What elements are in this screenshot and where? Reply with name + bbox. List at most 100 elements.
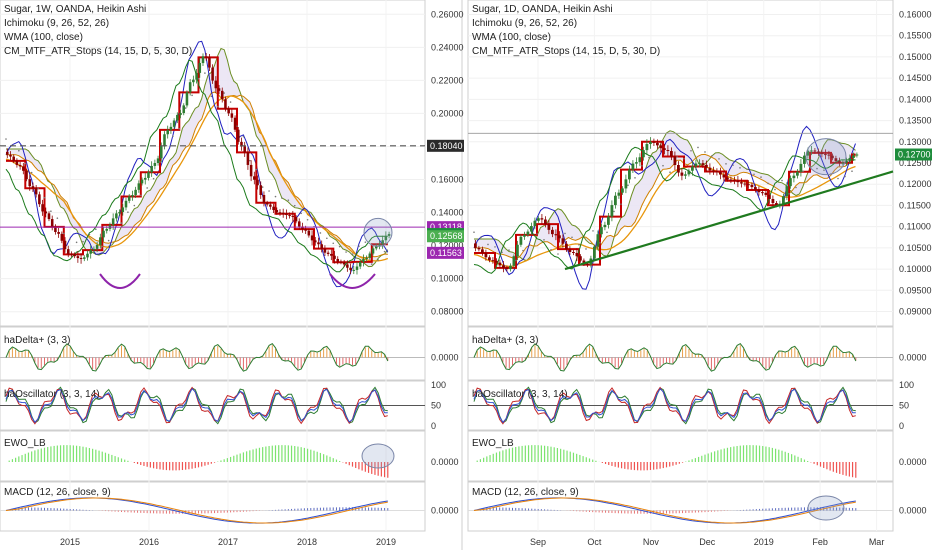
right-price-tick: 0.15000 bbox=[899, 52, 932, 62]
right-candle-body bbox=[523, 234, 526, 237]
left-price-tick: 0.16000 bbox=[431, 175, 464, 185]
right-atr-stop-dot bbox=[851, 170, 853, 172]
right-candle-body bbox=[838, 161, 841, 163]
right-candle-body bbox=[603, 224, 607, 228]
right-atr-stop-dot bbox=[732, 164, 734, 166]
left-candle-body bbox=[269, 204, 272, 207]
left-atr-stop-dot bbox=[69, 237, 71, 240]
left-candle-body bbox=[352, 269, 356, 271]
left-candle-body bbox=[73, 254, 76, 257]
left-atr-stop-dot bbox=[364, 241, 367, 243]
left-candle-body bbox=[118, 212, 121, 214]
right-atr-stop-dot bbox=[578, 244, 580, 246]
left-atr-stop-dot bbox=[120, 222, 123, 224]
left-price-tick: 0.24000 bbox=[431, 42, 464, 52]
right-candle-body bbox=[547, 224, 551, 230]
left-senkou-b-line bbox=[6, 91, 388, 259]
left-atr-stop-dot bbox=[383, 250, 386, 253]
right-atr-stop-dot bbox=[501, 251, 503, 254]
left-atr-stop-dot bbox=[268, 190, 270, 192]
right-candle-body bbox=[561, 238, 565, 244]
left-candle-body bbox=[262, 194, 266, 203]
right-candle-body bbox=[568, 249, 572, 252]
right-candle-body bbox=[512, 256, 516, 266]
left-pane-hadelta bbox=[0, 326, 426, 381]
right-candle-body bbox=[761, 192, 764, 194]
left-candle-body bbox=[378, 244, 381, 246]
left-haosc-tick: 100 bbox=[431, 380, 446, 390]
right-pane-macd bbox=[467, 481, 894, 532]
left-candle-body bbox=[131, 195, 134, 197]
left-candle-body bbox=[310, 235, 314, 241]
left-atr-stop-dot bbox=[127, 211, 129, 213]
right-atr-stop-dot bbox=[571, 236, 573, 239]
left-atr-stop-dot bbox=[370, 263, 373, 265]
right-price-tick: 0.12000 bbox=[899, 179, 932, 189]
left-candle-body bbox=[153, 163, 157, 166]
left-atr-stop-dot bbox=[24, 162, 27, 165]
right-candle-body bbox=[666, 150, 670, 152]
right-candle-body bbox=[614, 195, 617, 206]
left-candle-body bbox=[275, 209, 279, 213]
left-candle-body bbox=[304, 229, 307, 231]
right-candle-body bbox=[642, 150, 645, 158]
left-x-tick-label: 2017 bbox=[218, 537, 238, 547]
left-price-tag-label: 0.11563 bbox=[430, 248, 462, 258]
right-candle-body bbox=[495, 260, 498, 263]
right-candle-body bbox=[677, 165, 680, 173]
left-pane-main bbox=[0, 0, 426, 327]
left-macd-line bbox=[5, 497, 388, 524]
right-candle-body bbox=[621, 188, 624, 193]
left-candle-body bbox=[243, 146, 246, 153]
left-x-tick-label: 2018 bbox=[297, 537, 317, 547]
left-atr-stop-dot bbox=[293, 204, 296, 207]
left-hadelta-tick: 0.0000 bbox=[431, 353, 459, 363]
right-atr-stop-dot bbox=[725, 163, 727, 165]
left-candle-body bbox=[204, 56, 208, 58]
left-candle-body bbox=[214, 80, 218, 89]
left-candle-body bbox=[54, 226, 57, 232]
left-candle-body bbox=[265, 202, 269, 205]
right-hadelta-tick: 0.0000 bbox=[899, 353, 927, 363]
right-candle-body bbox=[533, 220, 537, 227]
right-haosc-line-3 bbox=[473, 388, 856, 424]
right-atr-stop-dot bbox=[655, 160, 657, 162]
right-candle-body bbox=[652, 141, 656, 143]
right-candle-body bbox=[491, 260, 495, 262]
left-candle-body bbox=[249, 164, 253, 177]
left-candle-body bbox=[333, 255, 336, 259]
left-atr-stop-dot bbox=[159, 161, 161, 163]
left-price-tag bbox=[427, 246, 464, 259]
right-atr-stop-dot bbox=[508, 249, 510, 251]
right-candle-body bbox=[803, 155, 806, 164]
left-candle-body bbox=[18, 164, 22, 167]
left-candle-body bbox=[156, 158, 160, 164]
right-atr-stop-dot bbox=[697, 146, 699, 149]
left-candle-body bbox=[63, 240, 67, 250]
left-ewo-tick: 0.0000 bbox=[431, 457, 459, 467]
right-atr-stop-dot bbox=[739, 167, 741, 169]
right-atr-stop-dot bbox=[564, 232, 566, 235]
right-atr-stop-dot bbox=[837, 177, 839, 180]
right-candle-body bbox=[544, 219, 547, 225]
left-price-tag-label: 0.12568 bbox=[430, 231, 463, 241]
left-candle-body bbox=[259, 185, 263, 195]
right-atr-stop-dot bbox=[641, 165, 643, 167]
left-atr-stop-dot bbox=[172, 135, 174, 137]
right-candle-body bbox=[516, 244, 519, 257]
left-price-tag-label: 0.13118 bbox=[430, 222, 462, 232]
left-candle-body bbox=[15, 160, 19, 165]
right-pane-hadelta bbox=[467, 326, 894, 381]
left-candle-body bbox=[137, 183, 141, 190]
right-macd-line bbox=[473, 497, 856, 524]
left-atr-stop-dot bbox=[306, 218, 309, 221]
right-ichimoku-cloud bbox=[474, 130, 856, 261]
right-x-tick-label: Feb bbox=[812, 537, 828, 547]
left-candle-body bbox=[121, 207, 125, 213]
right-candle-body bbox=[526, 231, 530, 235]
right-atr-stop-dot bbox=[606, 231, 608, 234]
left-candle-body bbox=[150, 165, 153, 173]
left-candle-body bbox=[362, 259, 365, 262]
right-atr-stop-dot bbox=[634, 177, 636, 179]
